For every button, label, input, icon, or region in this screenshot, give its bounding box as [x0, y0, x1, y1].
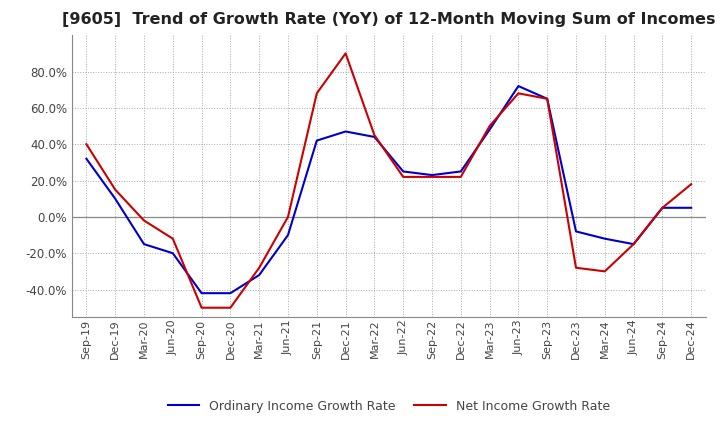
Ordinary Income Growth Rate: [543, 96, 552, 102]
Ordinary Income Growth Rate: [687, 205, 696, 210]
Line: Net Income Growth Rate: Net Income Growth Rate: [86, 53, 691, 308]
Ordinary Income Growth Rate: [658, 205, 667, 210]
Net Income Growth Rate: [82, 142, 91, 147]
Ordinary Income Growth Rate: [514, 84, 523, 89]
Ordinary Income Growth Rate: [485, 127, 494, 132]
Net Income Growth Rate: [370, 132, 379, 138]
Net Income Growth Rate: [312, 91, 321, 96]
Ordinary Income Growth Rate: [284, 232, 292, 238]
Net Income Growth Rate: [341, 51, 350, 56]
Ordinary Income Growth Rate: [197, 290, 206, 296]
Ordinary Income Growth Rate: [111, 196, 120, 202]
Net Income Growth Rate: [600, 269, 609, 274]
Net Income Growth Rate: [111, 187, 120, 192]
Net Income Growth Rate: [140, 218, 148, 223]
Ordinary Income Growth Rate: [226, 290, 235, 296]
Ordinary Income Growth Rate: [341, 129, 350, 134]
Legend: Ordinary Income Growth Rate, Net Income Growth Rate: Ordinary Income Growth Rate, Net Income …: [163, 395, 615, 418]
Net Income Growth Rate: [428, 174, 436, 180]
Net Income Growth Rate: [226, 305, 235, 310]
Ordinary Income Growth Rate: [428, 172, 436, 178]
Ordinary Income Growth Rate: [456, 169, 465, 174]
Ordinary Income Growth Rate: [140, 242, 148, 247]
Ordinary Income Growth Rate: [255, 272, 264, 278]
Ordinary Income Growth Rate: [399, 169, 408, 174]
Ordinary Income Growth Rate: [572, 229, 580, 234]
Ordinary Income Growth Rate: [600, 236, 609, 241]
Net Income Growth Rate: [629, 242, 638, 247]
Ordinary Income Growth Rate: [168, 250, 177, 256]
Net Income Growth Rate: [514, 91, 523, 96]
Net Income Growth Rate: [572, 265, 580, 271]
Ordinary Income Growth Rate: [82, 156, 91, 161]
Net Income Growth Rate: [543, 96, 552, 102]
Net Income Growth Rate: [456, 174, 465, 180]
Line: Ordinary Income Growth Rate: Ordinary Income Growth Rate: [86, 86, 691, 293]
Net Income Growth Rate: [284, 214, 292, 220]
Title: [9605]  Trend of Growth Rate (YoY) of 12-Month Moving Sum of Incomes: [9605] Trend of Growth Rate (YoY) of 12-…: [62, 12, 716, 27]
Ordinary Income Growth Rate: [312, 138, 321, 143]
Net Income Growth Rate: [658, 205, 667, 210]
Ordinary Income Growth Rate: [629, 242, 638, 247]
Net Income Growth Rate: [168, 236, 177, 241]
Net Income Growth Rate: [197, 305, 206, 310]
Net Income Growth Rate: [399, 174, 408, 180]
Net Income Growth Rate: [687, 182, 696, 187]
Net Income Growth Rate: [255, 265, 264, 271]
Ordinary Income Growth Rate: [370, 134, 379, 139]
Net Income Growth Rate: [485, 123, 494, 128]
